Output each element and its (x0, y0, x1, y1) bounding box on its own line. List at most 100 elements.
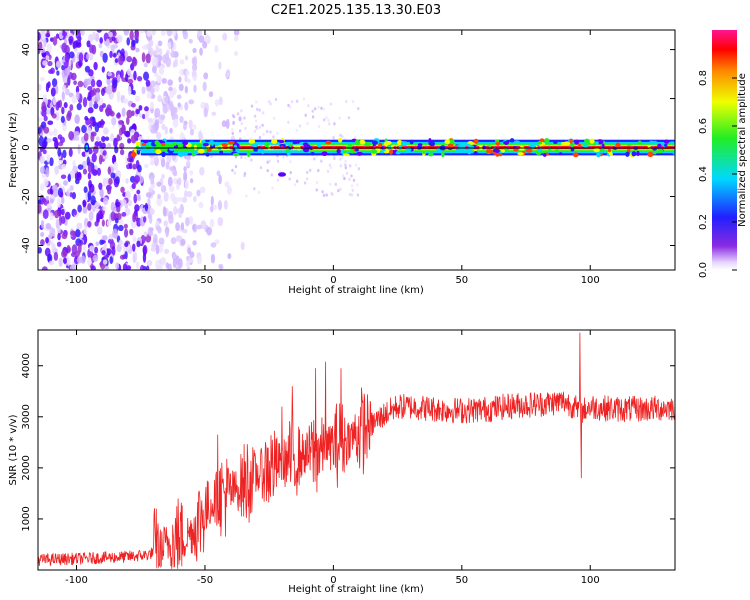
signal-blob (253, 148, 259, 152)
spectrum-blob (153, 233, 158, 244)
spectrum-blob (143, 163, 149, 169)
spectrum-blob (348, 164, 352, 168)
spectrum-blob (174, 58, 179, 68)
spectrum-blob (144, 106, 149, 112)
spectrum-blob (149, 47, 154, 56)
spectrum-blob (272, 116, 276, 120)
snr-axes: -100 -50 0 50 100 1000 2000 3000 4000 (21, 330, 675, 586)
spectrum-blob (274, 97, 278, 102)
spectrum-blob (126, 109, 133, 119)
spectrum-blob (328, 163, 332, 167)
spectrum-blob (186, 266, 191, 270)
spectrum-blob (95, 32, 100, 42)
x-tick-label: -100 (65, 275, 88, 286)
spectrum-blob (339, 157, 342, 161)
spectrum-blob (240, 109, 243, 113)
spectrum-blob (60, 196, 65, 204)
spectrum-blob (82, 205, 88, 214)
spectrum-blob (136, 240, 141, 248)
signal-blob (338, 137, 343, 143)
signal-blob (232, 148, 236, 152)
spectrum-blob (121, 125, 126, 133)
spectrum-blob (217, 216, 224, 227)
spectrum-blob (69, 264, 76, 270)
spectrum-blob (238, 129, 242, 133)
spectrum-blob (226, 69, 231, 76)
spectrum-blob (302, 97, 306, 101)
spectrum-blob (101, 142, 106, 149)
spectrum-blob (40, 232, 45, 237)
spectrum-blob (57, 198, 61, 208)
spectrum-blob (155, 259, 161, 270)
spectrum-blob (206, 226, 212, 236)
spectrum-blob (149, 227, 154, 232)
spectrum-blob (156, 108, 161, 118)
spectrum-blob (233, 51, 239, 56)
spectrum-blob (120, 186, 125, 193)
spectrum-blob (157, 40, 163, 47)
spectrum-blob (253, 187, 256, 191)
spectrum-blob (188, 39, 193, 44)
spectrum-blob (46, 43, 52, 53)
signal-blob (440, 151, 445, 158)
spectrum-blob (175, 183, 180, 190)
spectrum-blob (322, 193, 326, 197)
spectrum-blob (95, 206, 99, 214)
spectrum-blob (192, 240, 197, 246)
spectrum-blob (132, 163, 137, 170)
spectrum-blob (111, 246, 116, 256)
spectrum-blob (88, 180, 93, 189)
spectrum-blob (255, 126, 259, 131)
spectrum-blob (223, 199, 228, 210)
spectrum-blob (203, 72, 209, 80)
spectrum-blob (189, 170, 194, 176)
spectrum-blob (83, 225, 88, 235)
signal-blob (607, 148, 611, 153)
spectrum-blob (118, 120, 124, 125)
signal-blob (397, 139, 403, 146)
spectrum-blob (261, 111, 265, 115)
spectrum-blob (187, 78, 191, 84)
spectrum-blob (134, 204, 140, 212)
spectrum-blob (188, 119, 193, 130)
signal-blob (509, 138, 515, 143)
spectrum-blob (163, 248, 170, 254)
spectrum-blob (240, 121, 243, 126)
spectrum-blob (57, 232, 61, 241)
spectrum-blob (40, 239, 45, 246)
signal-blob (574, 139, 580, 145)
signal-blob (143, 139, 149, 144)
spectrum-blob (191, 70, 197, 78)
spectrum-blob (95, 136, 100, 141)
spectrum-blob (51, 184, 58, 192)
spectrum-blob (156, 74, 162, 84)
spectrum-blob (317, 105, 320, 109)
spectrum-blob (115, 262, 120, 270)
spectrum-blob (46, 154, 51, 163)
spectrum-blob (303, 181, 307, 185)
spectrum-blob (185, 160, 191, 168)
spectrum-blob (240, 241, 245, 251)
spectrum-blob (141, 52, 146, 63)
spectrum-blob (289, 171, 292, 175)
spectrum-blob (173, 205, 178, 216)
spectrum-blob (45, 55, 50, 61)
spectrum-blob (96, 167, 102, 176)
spectrum-blob (341, 155, 344, 159)
signal-blob (202, 142, 209, 147)
spectrum-blob (108, 108, 113, 116)
signal-blob (514, 140, 520, 144)
spectrum-blob (54, 165, 60, 175)
signal-blob (582, 144, 589, 148)
spectrum-blob (45, 82, 50, 93)
spectrum-blob (233, 34, 239, 42)
spectrum-blob (58, 257, 63, 267)
spectrum-blob (47, 60, 53, 67)
signal-blob (135, 141, 141, 146)
spectrum-blob (86, 40, 91, 48)
spectrum-blob (160, 30, 167, 36)
signal-blob (494, 139, 500, 143)
spectrum-blob (165, 229, 169, 238)
spectrum-blob (77, 80, 84, 88)
colorbar-gradient (712, 30, 737, 270)
